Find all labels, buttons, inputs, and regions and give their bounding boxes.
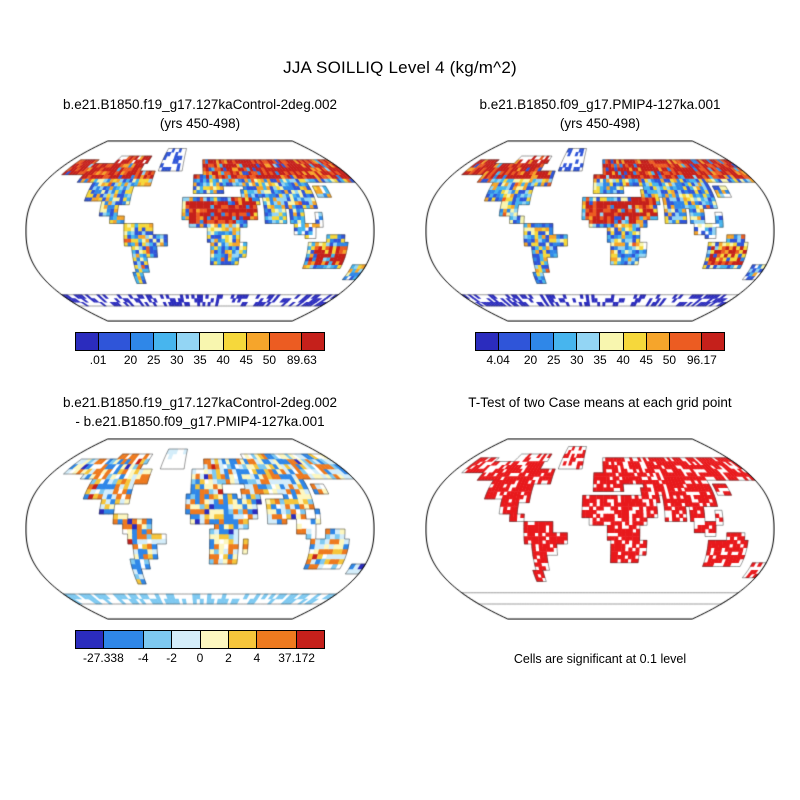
colorbar-box <box>499 333 532 350</box>
world-map-case2 <box>425 140 775 322</box>
colorbar-box <box>76 631 105 648</box>
colorbar-box <box>531 333 555 350</box>
figure-title: JJA SOILLIQ Level 4 (kg/m^2) <box>283 58 517 77</box>
panel-title-line1: b.e21.B1850.f19_g17.127kaControl-2deg.00… <box>63 97 337 112</box>
colorbar-box <box>554 333 578 350</box>
world-map-case1 <box>25 140 375 322</box>
colorbar-box <box>646 333 670 350</box>
colorbar-tick-label: 35 <box>593 353 607 367</box>
colorbar-tick-label: 45 <box>239 353 253 367</box>
colorbar-box <box>154 333 178 350</box>
colorbar-box <box>257 631 297 648</box>
colorbar-labels: 4.04 20 25 30 35 40 45 50 96.17 <box>475 353 725 368</box>
panel-case1: b.e21.B1850.f19_g17.127kaControl-2deg.00… <box>0 96 400 368</box>
colorbar-tick-label: 89.63 <box>286 353 317 367</box>
colorbar-tick-label: 40 <box>216 353 230 367</box>
colorbar-box <box>99 333 132 350</box>
panel-title-line2: (yrs 450-498) <box>559 115 641 131</box>
colorbar-labels: -27.338 -4 -2 0 2 4 37.172 <box>75 651 325 666</box>
panel-title-line1: b.e21.B1850.f09_g17.PMIP4-127ka.001 <box>479 97 721 112</box>
panel-grid: b.e21.B1850.f19_g17.127kaControl-2deg.00… <box>0 96 800 666</box>
panel-case1-title: b.e21.B1850.f19_g17.127kaControl-2deg.00… <box>0 96 400 136</box>
colorbar-box <box>228 631 258 648</box>
colorbar-box <box>296 631 325 648</box>
colorbar-tick-label: 2 <box>225 651 232 665</box>
colorbar-tick-label: 50 <box>262 353 277 367</box>
colorbar-tick-label: 37.172 <box>278 651 315 665</box>
colorbar-box <box>131 333 155 350</box>
panel-title-line2: (yrs 450-498) <box>159 115 241 131</box>
colorbar-box <box>577 333 601 350</box>
colorbar-tick-label: 40 <box>616 353 630 367</box>
colorbar-tick-label: 25 <box>147 353 161 367</box>
colorbar-box <box>200 333 224 350</box>
panel-title-line2: - b.e21.B1850.f09_g17.PMIP4-127ka.001 <box>75 413 325 429</box>
panel-case2: b.e21.B1850.f09_g17.PMIP4-127ka.001 (yrs… <box>400 96 800 368</box>
colorbar-labels: .01 20 25 30 35 40 45 50 89.63 <box>75 353 325 368</box>
colorbar-tick-label: 4 <box>253 651 261 665</box>
colorbar-box <box>701 333 724 350</box>
colorbar-tick-label: 35 <box>193 353 207 367</box>
colorbar-box <box>476 333 500 350</box>
panel-difference: b.e21.B1850.f19_g17.127kaControl-2deg.00… <box>0 394 400 666</box>
colorbar-tick-label: -4 <box>137 651 149 665</box>
colorbar-tick-label: 4.04 <box>486 353 510 367</box>
panel-ttest-title: T-Test of two Case means at each grid po… <box>400 394 800 434</box>
colorbar-tick-label: 96.17 <box>686 353 717 367</box>
colorbar-tick-label: 0 <box>196 651 204 665</box>
colorbar-box <box>269 333 302 350</box>
colorbar-boxes <box>475 332 725 351</box>
world-map-ttest <box>425 438 775 620</box>
panel-title-line1: T-Test of two Case means at each grid po… <box>468 395 732 410</box>
colorbar-boxes <box>75 630 325 649</box>
panel-difference-title: b.e21.B1850.f19_g17.127kaControl-2deg.00… <box>0 394 400 434</box>
colorbar-box <box>623 333 647 350</box>
colorbar-tick-label: 30 <box>170 353 184 367</box>
colorbar-tick-label: 50 <box>662 353 677 367</box>
colorbar-box <box>172 631 201 648</box>
colorbar-case2: 4.04 20 25 30 35 40 45 50 96.17 <box>475 332 725 368</box>
colorbar-difference: -27.338 -4 -2 0 2 4 37.172 <box>75 630 325 666</box>
colorbar-tick-label: 20 <box>523 353 538 367</box>
colorbar-boxes <box>75 332 325 351</box>
colorbar-tick-label: 25 <box>547 353 561 367</box>
colorbar-box <box>301 333 324 350</box>
colorbar-box <box>246 333 270 350</box>
panel-title-line1: b.e21.B1850.f19_g17.127kaControl-2deg.00… <box>63 395 337 410</box>
panel-case2-title: b.e21.B1850.f09_g17.PMIP4-127ka.001 (yrs… <box>400 96 800 136</box>
colorbar-box <box>200 631 229 648</box>
colorbar-case1: .01 20 25 30 35 40 45 50 89.63 <box>75 332 325 368</box>
ttest-caption: Cells are significant at 0.1 level <box>513 652 687 666</box>
colorbar-tick-label: .01 <box>89 353 107 367</box>
panel-ttest: T-Test of two Case means at each grid po… <box>400 394 800 666</box>
colorbar-tick-label: -2 <box>166 651 177 665</box>
colorbar-box <box>143 631 173 648</box>
colorbar-tick-label: 45 <box>639 353 653 367</box>
colorbar-tick-label: -27.338 <box>83 651 124 665</box>
world-map-difference <box>25 438 375 620</box>
colorbar-box <box>669 333 702 350</box>
colorbar-tick-label: 20 <box>123 353 138 367</box>
colorbar-tick-label: 30 <box>570 353 584 367</box>
colorbar-box <box>76 333 100 350</box>
colorbar-box <box>223 333 247 350</box>
colorbar-box <box>104 631 144 648</box>
colorbar-box <box>177 333 201 350</box>
colorbar-box <box>600 333 624 350</box>
